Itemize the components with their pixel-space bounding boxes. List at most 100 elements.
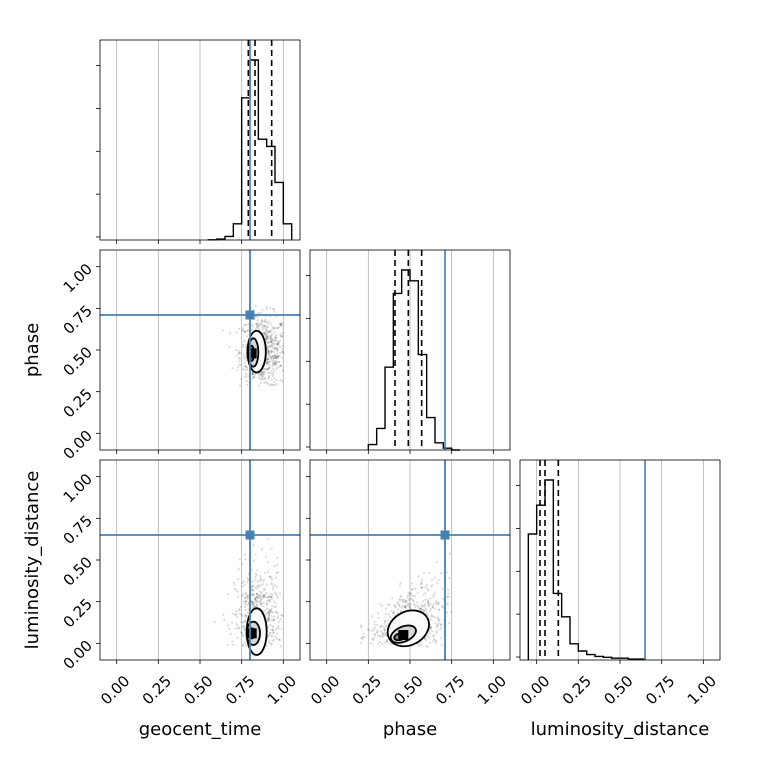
scatter-point <box>256 580 259 583</box>
scatter-point <box>235 622 238 625</box>
scatter-point <box>427 601 430 604</box>
scatter-point <box>252 602 255 605</box>
scatter-point <box>244 330 247 333</box>
scatter-point <box>255 603 259 606</box>
scatter-point <box>265 358 268 361</box>
scatter-point <box>415 601 418 604</box>
scatter-point <box>243 641 246 644</box>
scatter-point <box>427 601 430 604</box>
scatter-point <box>273 326 276 329</box>
scatter-point <box>242 580 245 583</box>
scatter-point <box>377 612 380 615</box>
scatter-point <box>411 588 414 591</box>
scatter-point <box>223 618 226 621</box>
scatter-point <box>244 596 247 600</box>
scatter-point <box>255 599 259 603</box>
scatter-point <box>240 363 243 367</box>
scatter-point <box>269 340 272 343</box>
scatter-point <box>273 348 276 351</box>
scatter-point <box>264 337 267 341</box>
scatter-point <box>435 626 438 629</box>
scatter-point <box>273 360 276 364</box>
scatter-point <box>274 635 277 638</box>
y-tick-label: 0.25 <box>60 385 96 421</box>
scatter-point <box>254 599 257 602</box>
scatter-point <box>265 645 268 648</box>
scatter-point <box>399 610 402 613</box>
joint-geocent_time-phase: 0.00 0.25 0.50 0.75 1.00 <box>60 249 301 463</box>
scatter-point <box>281 334 284 338</box>
scatter-point <box>267 611 270 614</box>
scatter-point <box>270 581 273 585</box>
scatter-point <box>273 310 276 313</box>
scatter-point <box>261 590 264 594</box>
scatter-point <box>251 588 254 591</box>
scatter-point <box>251 377 254 380</box>
scatter-point <box>264 334 268 338</box>
scatter-point <box>263 381 266 384</box>
scatter-point <box>420 582 423 586</box>
scatter-point <box>279 378 282 381</box>
scatter-point <box>418 607 422 610</box>
scatter-point <box>408 606 411 609</box>
scatter-point <box>266 602 269 605</box>
scatter-point <box>258 590 261 593</box>
scatter-point <box>260 326 264 329</box>
scatter-point <box>270 619 273 622</box>
scatter-point <box>240 594 244 597</box>
scatter-point <box>385 632 388 635</box>
scatter-point <box>262 371 266 374</box>
scatter-point <box>394 605 397 609</box>
scatter-point <box>264 377 267 380</box>
scatter-point <box>412 600 415 603</box>
scatter-point <box>268 375 271 378</box>
scatter-point <box>244 619 247 623</box>
scatter-point <box>399 595 402 599</box>
scatter-point <box>269 623 272 626</box>
scatter-point <box>240 621 243 624</box>
scatter-point <box>270 583 274 586</box>
scatter-point <box>376 623 379 627</box>
scatter-point <box>252 594 255 597</box>
scatter-point <box>275 366 278 369</box>
scatter-point <box>239 351 242 355</box>
scatter-point <box>272 356 275 360</box>
scatter-point <box>254 572 258 575</box>
scatter-point <box>420 580 423 583</box>
scatter-point <box>261 374 264 378</box>
scatter-point <box>420 586 423 589</box>
scatter-point <box>433 576 437 579</box>
scatter-point <box>267 349 270 353</box>
scatter-point <box>266 329 269 333</box>
scatter-point <box>431 640 434 643</box>
scatter-point <box>403 604 406 608</box>
scatter-point <box>267 634 270 637</box>
scatter-point <box>246 603 249 607</box>
scatter-point <box>222 613 225 616</box>
scatter-point <box>275 334 278 337</box>
scatter-point <box>236 366 240 369</box>
scatter-point <box>270 358 273 361</box>
scatter-point <box>275 347 279 350</box>
scatter-point <box>264 320 267 323</box>
scatter-point <box>265 603 268 606</box>
scatter-point <box>400 606 403 609</box>
scatter-point <box>275 339 278 343</box>
scatter-point <box>243 376 247 379</box>
joint-phase-luminosity_distance: 0.00 0.25 0.50 0.75 1.00 <box>306 459 511 708</box>
histogram-phase <box>306 249 511 454</box>
scatter-point <box>266 338 269 341</box>
scatter-point <box>277 341 280 345</box>
y-tick-label: 1.00 <box>60 260 96 296</box>
scatter-point <box>246 323 249 326</box>
scatter-point <box>372 628 375 631</box>
scatter-point <box>275 362 278 365</box>
scatter-point <box>246 594 249 597</box>
scatter-point <box>267 382 270 385</box>
scatter-point <box>235 589 238 592</box>
scatter-point <box>271 374 274 378</box>
scatter-point <box>385 639 388 643</box>
scatter-point <box>273 564 276 568</box>
scatter-point <box>255 323 258 326</box>
scatter-point <box>380 630 383 633</box>
